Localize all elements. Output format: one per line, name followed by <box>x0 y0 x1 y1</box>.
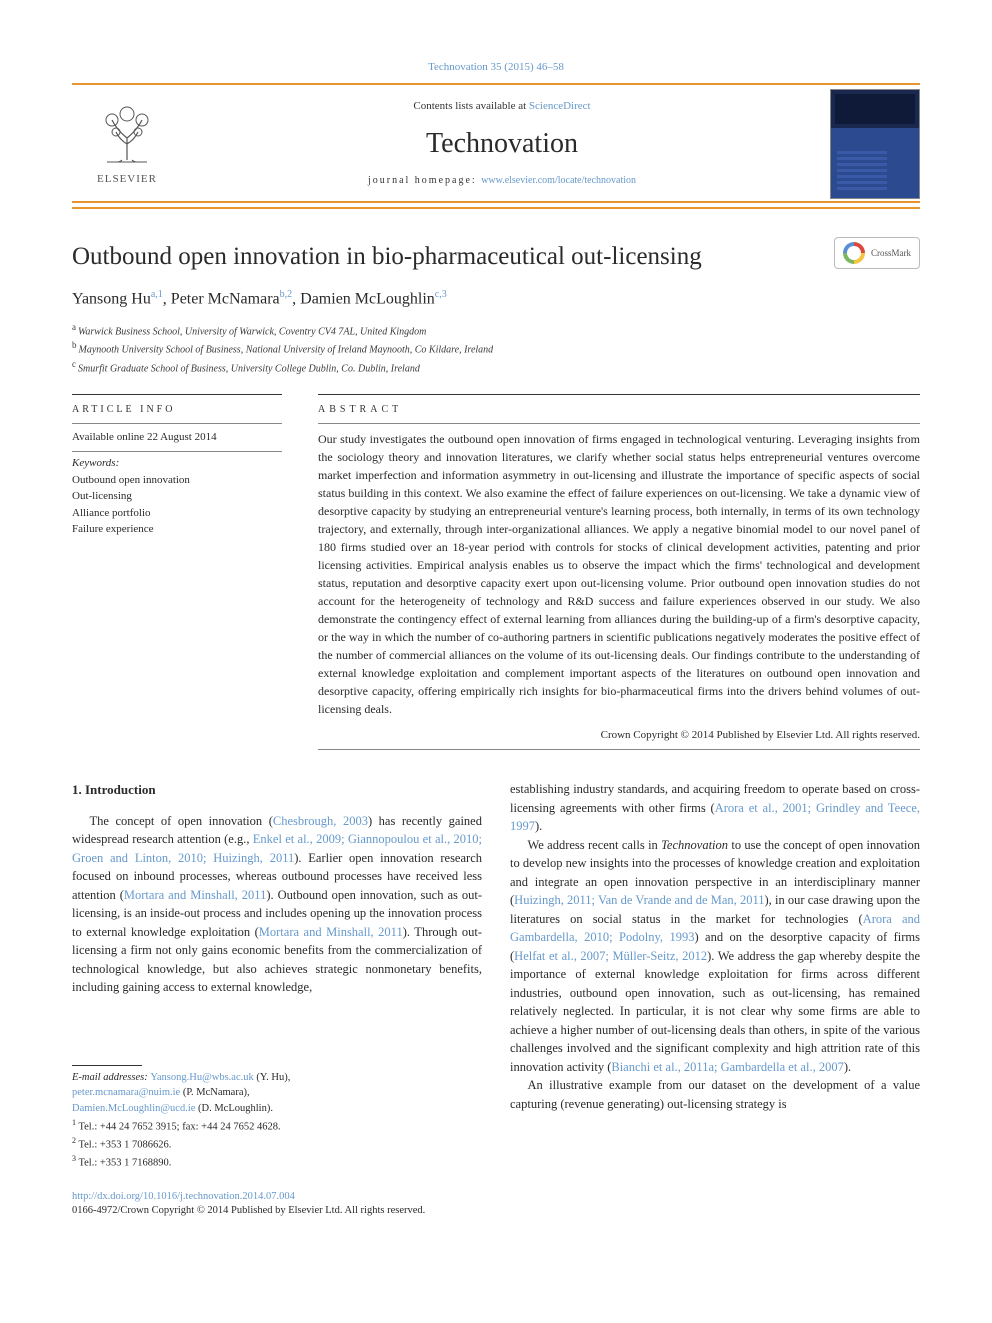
author-1-sup: a,1 <box>151 289 163 300</box>
header-bottom-rule <box>72 207 920 209</box>
body-paragraph: We address recent calls in Technovation … <box>510 836 920 1077</box>
sciencedirect-link[interactable]: ScienceDirect <box>529 100 591 112</box>
crossmark-label: CrossMark <box>871 247 911 260</box>
journal-title: Technovation <box>426 124 578 163</box>
citation-link[interactable]: Huizingh, 2011; Van de Vrande and de Man… <box>514 893 764 907</box>
elsevier-tree-icon <box>92 100 162 170</box>
email-who: (P. McNamara), <box>180 1087 249 1098</box>
citation-link[interactable]: Mortara and Minshall, 2011 <box>124 888 266 902</box>
homepage-prefix: journal homepage: <box>368 175 481 186</box>
keywords-heading: Keywords: <box>72 456 282 471</box>
abstract-copyright: Crown Copyright © 2014 Published by Else… <box>318 728 920 743</box>
keyword-item: Outbound open innovation <box>72 472 282 489</box>
author-3-name[interactable]: Damien McLoughlin <box>300 291 435 308</box>
abstract-text: Our study investigates the outbound open… <box>318 424 920 718</box>
body-paragraph: An illustrative example from our dataset… <box>510 1076 920 1113</box>
email-label: E-mail addresses: <box>72 1072 150 1083</box>
footnotes-block: E-mail addresses: Yansong.Hu@wbs.ac.uk (… <box>72 1065 482 1172</box>
article-body-columns: 1. Introduction The concept of open inno… <box>72 780 920 1171</box>
article-title: Outbound open innovation in bio-pharmace… <box>72 239 920 274</box>
affiliation-c: cSmurfit Graduate School of Business, Un… <box>72 358 920 376</box>
abstract-label: ABSTRACT <box>318 395 920 423</box>
crossmark-badge[interactable]: CrossMark <box>834 237 920 269</box>
footnote-rule <box>72 1065 142 1066</box>
issn-copyright-line: 0166-4972/Crown Copyright © 2014 Publish… <box>72 1204 920 1219</box>
contents-prefix: Contents lists available at <box>413 100 528 112</box>
crossmark-icon <box>843 242 865 264</box>
body-paragraph: The concept of open innovation (Chesbrou… <box>72 812 482 997</box>
meta-abstract-row: ARTICLE INFO Available online 22 August … <box>72 394 920 750</box>
journal-homepage-line: journal homepage: www.elsevier.com/locat… <box>368 174 636 188</box>
publisher-logo-text: ELSEVIER <box>97 172 157 187</box>
author-2-name[interactable]: Peter McNamara <box>171 291 280 308</box>
author-1-name[interactable]: Yansong Hu <box>72 291 151 308</box>
header-center: Contents lists available at ScienceDirec… <box>182 85 822 201</box>
citation-link[interactable]: Helfat et al., 2007; Müller-Seitz, 2012 <box>514 949 707 963</box>
article-info-label: ARTICLE INFO <box>72 395 282 423</box>
journal-name-italic: Technovation <box>661 838 728 852</box>
email-who: (Y. Hu), <box>254 1072 291 1083</box>
keyword-item: Alliance portfolio <box>72 505 282 522</box>
email-link[interactable]: Yansong.Hu@wbs.ac.uk <box>150 1072 253 1083</box>
keyword-item: Out-licensing <box>72 488 282 505</box>
homepage-url[interactable]: www.elsevier.com/locate/technovation <box>481 175 636 186</box>
section-heading-introduction: 1. Introduction <box>72 780 482 799</box>
keywords-list: Outbound open innovation Out-licensing A… <box>72 472 282 538</box>
email-link[interactable]: peter.mcnamara@nuim.ie <box>72 1087 180 1098</box>
title-row: CrossMark Outbound open innovation in bi… <box>72 239 920 274</box>
citation-link[interactable]: Chesbrough, 2003 <box>273 814 368 828</box>
author-3-sup: c,3 <box>435 289 447 300</box>
affiliation-a: aWarwick Business School, University of … <box>72 321 920 339</box>
journal-cover-thumbnail[interactable] <box>830 89 920 199</box>
email-who: (D. McLoughlin). <box>195 1103 273 1114</box>
keyword-item: Failure experience <box>72 521 282 538</box>
available-online-line: Available online 22 August 2014 <box>72 424 282 451</box>
page-footer: http://dx.doi.org/10.1016/j.technovation… <box>72 1190 920 1219</box>
journal-header-band: ELSEVIER Contents lists available at Sci… <box>72 83 920 203</box>
footnote-tel-1: 1 Tel.: +44 24 7652 3915; fax: +44 24 76… <box>72 1117 482 1135</box>
citation-link[interactable]: Bianchi et al., 2011a; Gambardella et al… <box>611 1060 843 1074</box>
article-info-block: ARTICLE INFO Available online 22 August … <box>72 394 282 750</box>
publisher-logo[interactable]: ELSEVIER <box>72 85 182 201</box>
citation-link[interactable]: Mortara and Minshall, 2011 <box>259 925 403 939</box>
journal-reference: Technovation 35 (2015) 46–58 <box>72 60 920 75</box>
affiliation-b: bMaynooth University School of Business,… <box>72 339 920 357</box>
author-2-sup: b,2 <box>280 289 293 300</box>
doi-link[interactable]: http://dx.doi.org/10.1016/j.technovation… <box>72 1191 295 1202</box>
contents-available-line: Contents lists available at ScienceDirec… <box>413 99 590 114</box>
affiliations-block: aWarwick Business School, University of … <box>72 321 920 376</box>
authors-line: Yansong Hua,1, Peter McNamarab,2, Damien… <box>72 288 920 311</box>
footnote-tel-2: 2 Tel.: +353 1 7086626. <box>72 1135 482 1153</box>
body-paragraph: establishing industry standards, and acq… <box>510 780 920 836</box>
email-link[interactable]: Damien.McLoughlin@ucd.ie <box>72 1103 195 1114</box>
footnote-tel-3: 3 Tel.: +353 1 7168890. <box>72 1153 482 1171</box>
footnote-emails: E-mail addresses: Yansong.Hu@wbs.ac.uk (… <box>72 1070 482 1117</box>
abstract-block: ABSTRACT Our study investigates the outb… <box>318 394 920 750</box>
